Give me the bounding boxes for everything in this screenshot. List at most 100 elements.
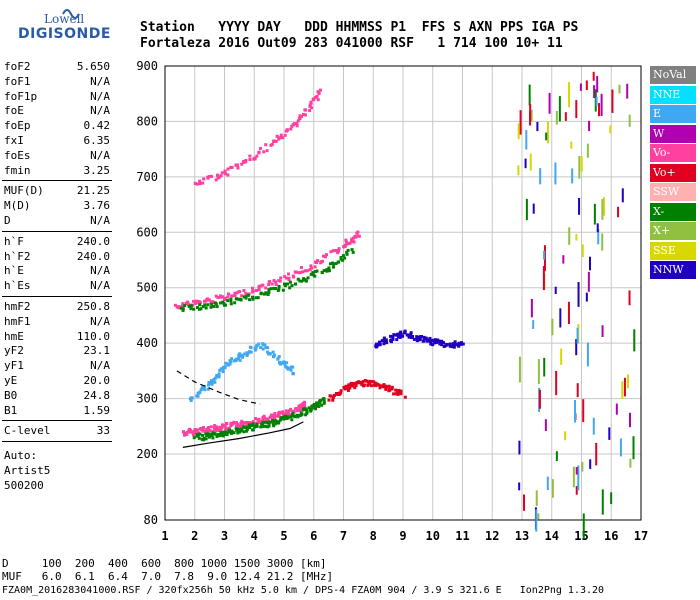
trace-point xyxy=(213,376,217,380)
interference-streak xyxy=(523,494,526,511)
trace-point xyxy=(384,387,388,391)
trace-point xyxy=(217,175,221,179)
trace-point xyxy=(277,410,281,414)
trace-point xyxy=(197,436,201,440)
interference-streak xyxy=(537,513,540,520)
interference-streak xyxy=(628,114,631,127)
param-row-foes: foEs N/A xyxy=(2,149,110,164)
param-value: N/A xyxy=(90,214,110,227)
trace-point xyxy=(277,279,281,283)
trace-point xyxy=(236,166,240,170)
trace-point xyxy=(312,97,316,101)
param-row-foe: foE N/A xyxy=(2,104,110,119)
trace-point xyxy=(244,429,248,433)
trace-point xyxy=(242,430,246,434)
trace-point xyxy=(357,234,361,238)
trace-point xyxy=(235,291,239,295)
trace-point xyxy=(269,415,273,419)
lowell-digisonde-logo: Lowell DIGISONDE xyxy=(4,4,134,44)
param-value: N/A xyxy=(90,104,110,118)
trace-point xyxy=(304,108,308,112)
trace-point xyxy=(346,385,350,389)
interference-streak xyxy=(544,419,547,432)
footer-distance-row: D 100 200 400 600 800 1000 1500 3000 [km… xyxy=(2,557,327,570)
trace-point xyxy=(322,401,326,405)
trace-point xyxy=(409,331,413,335)
trace-point xyxy=(213,426,217,430)
trace-point xyxy=(213,380,217,384)
dashed-curve xyxy=(176,370,261,405)
trace-point xyxy=(349,381,353,385)
trace-point xyxy=(320,259,324,263)
trace-point xyxy=(291,274,295,278)
interference-streak xyxy=(588,120,591,132)
trace-point xyxy=(382,383,386,387)
trace-point xyxy=(210,174,214,178)
trace-point xyxy=(249,346,253,350)
trace-point xyxy=(327,269,331,273)
trace-point xyxy=(428,336,432,340)
trace-point xyxy=(264,143,268,147)
trace-point xyxy=(240,294,244,298)
trace-point xyxy=(377,383,381,387)
interference-streak xyxy=(546,121,549,144)
param-row-hf2: h`F2 240.0 xyxy=(2,250,110,265)
trace-point xyxy=(411,334,415,338)
trace-point xyxy=(242,159,246,163)
trace-point xyxy=(274,139,278,143)
trace-point xyxy=(240,162,244,166)
trace-point xyxy=(282,412,286,416)
trace-point xyxy=(303,113,307,117)
trace-point xyxy=(234,358,238,362)
trace-point xyxy=(301,403,305,407)
trace-point xyxy=(303,404,307,408)
ionogram-chart: 1 2 3 4 5 6 7 8 9 10 11 12 13 14 15 16 17802003004005006… xyxy=(136,59,648,543)
param-row-clevel: C-level 33 xyxy=(2,424,110,439)
trace-point xyxy=(310,106,314,110)
trace-point xyxy=(186,301,190,305)
trace-point xyxy=(219,431,223,435)
trace-point xyxy=(244,160,248,164)
trace-point xyxy=(428,339,432,343)
trace-point xyxy=(298,279,302,283)
trace-point xyxy=(309,101,313,105)
trace-point xyxy=(288,286,292,290)
trace-point xyxy=(370,380,374,384)
interference-streak xyxy=(580,156,583,172)
trace-point xyxy=(316,259,320,263)
trace-point xyxy=(329,250,333,254)
interference-streak xyxy=(517,123,520,140)
trace-point xyxy=(220,171,224,175)
wave-icon xyxy=(62,9,80,19)
interference-streak xyxy=(593,85,596,99)
trace-point xyxy=(366,383,370,387)
trace-point xyxy=(239,298,243,302)
trace-point xyxy=(295,121,299,125)
interference-streak xyxy=(543,250,546,260)
param-row-fof1p: foF1p N/A xyxy=(2,90,110,105)
interference-streak xyxy=(525,198,528,221)
trace-point xyxy=(206,429,210,433)
trace-point xyxy=(302,407,306,411)
trace-point xyxy=(412,337,416,341)
param-value: N/A xyxy=(90,279,110,293)
interference-streak xyxy=(525,130,528,150)
trace-point xyxy=(215,425,219,429)
interference-streak xyxy=(568,227,571,245)
trace-point xyxy=(283,414,287,418)
trace-point xyxy=(240,427,244,431)
trace-point xyxy=(269,420,273,424)
trace-point xyxy=(308,109,312,113)
trace-point xyxy=(286,416,290,420)
param-value: 110.0 xyxy=(76,329,110,343)
trace-point xyxy=(221,434,225,438)
interference-streak xyxy=(551,318,554,336)
trace-point xyxy=(339,255,343,259)
interference-streak xyxy=(546,476,549,491)
trace-point xyxy=(192,436,196,440)
param-key: h`Es xyxy=(4,279,31,293)
param-row-fof2: foF2 5.650 xyxy=(2,60,110,75)
trace-point xyxy=(183,433,187,437)
trace-point xyxy=(175,305,179,309)
trace-point xyxy=(201,305,205,309)
